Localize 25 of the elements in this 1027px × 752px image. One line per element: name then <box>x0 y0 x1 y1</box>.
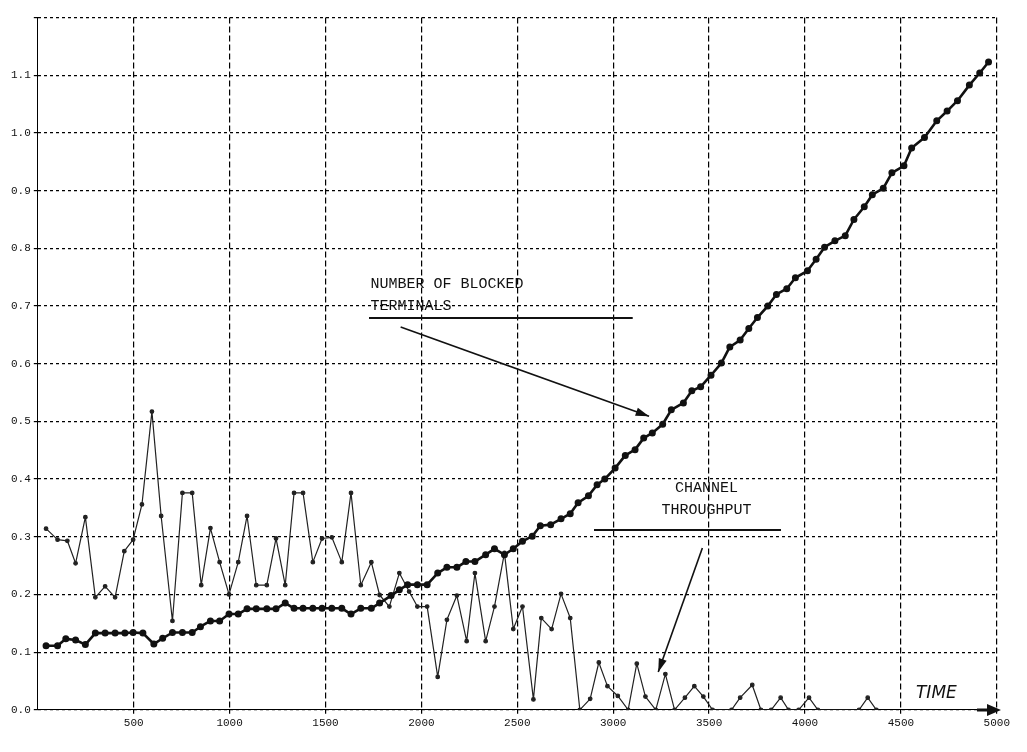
x-tick-label: 1500 <box>312 717 339 730</box>
y-tick-label: 0.4 <box>10 472 32 485</box>
y-tick-label: 0.3 <box>10 530 31 543</box>
x-tick-label: 500 <box>123 717 144 730</box>
y-tick-label: 0.6 <box>10 357 31 370</box>
annotation: CHANNEL THROUGHPUT <box>660 478 753 521</box>
x-tick-label: 1000 <box>216 717 243 730</box>
y-tick-label: 1.1 <box>10 69 32 82</box>
y-tick-label: 0.7 <box>10 299 31 312</box>
x-tick-label: 4500 <box>887 717 915 730</box>
x-tick-label: 3500 <box>695 717 723 730</box>
x-axis-title: TIME <box>915 681 958 702</box>
y-tick-label: 0.2 <box>10 588 31 601</box>
x-tick-label: 2500 <box>504 717 531 730</box>
x-tick-label: 5000 <box>983 717 1010 730</box>
x-tick-label: 3000 <box>600 717 627 730</box>
y-tick-label: 1.0 <box>10 126 31 139</box>
y-tick-label: 0.0 <box>10 703 31 716</box>
y-tick-label: 0.9 <box>10 184 31 197</box>
annotation: NUMBER OF BLOCKED TERMINALS <box>370 274 525 317</box>
x-tick-label: 4000 <box>791 717 819 730</box>
y-tick-label: 0.1 <box>10 646 32 659</box>
x-tick-label: 2000 <box>408 717 435 730</box>
y-tick-label: 0.8 <box>10 242 31 255</box>
y-tick-label: 0.5 <box>10 415 31 428</box>
